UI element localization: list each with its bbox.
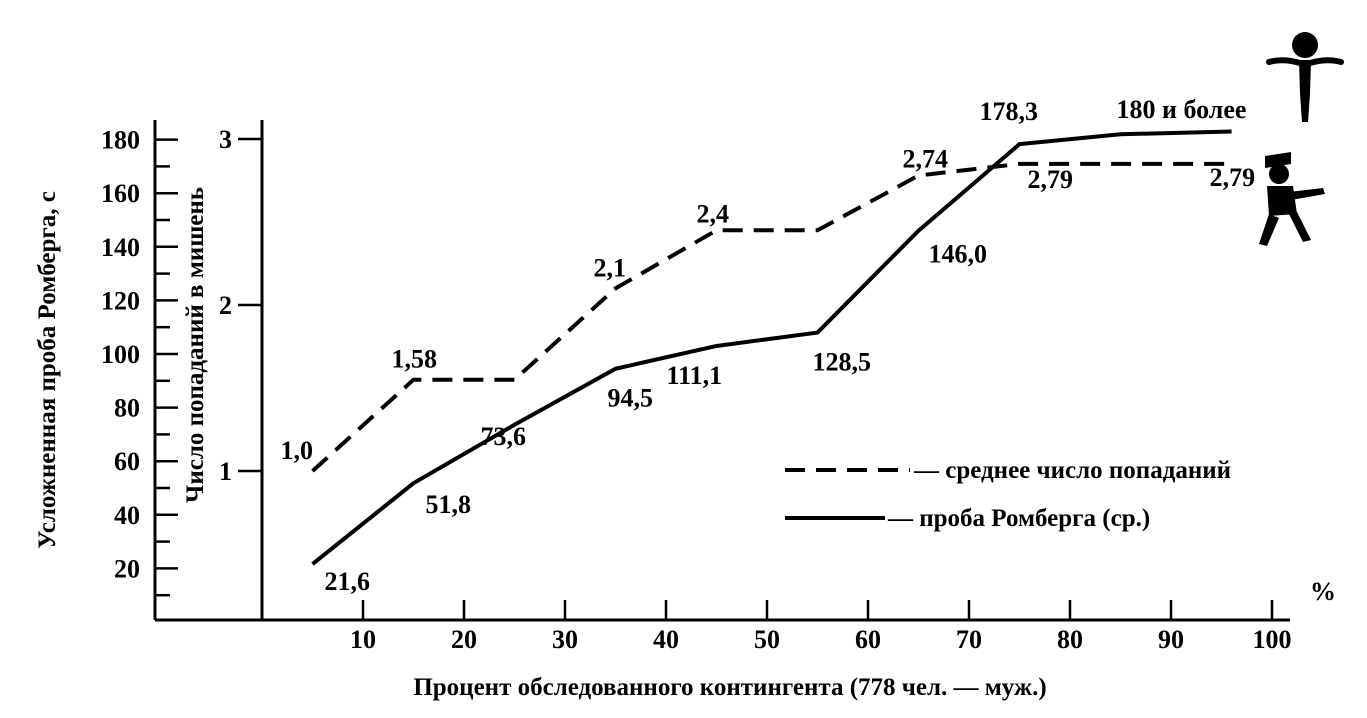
y-left-tick-label: 80 [114,394,140,423]
x-tick-label: 100 [1253,625,1292,654]
standing-person-icon [1266,32,1344,122]
data-label: 1,58 [392,345,438,374]
x-tick-label: 60 [855,625,881,654]
legend-label-romberg: — проба Ромберга (ср.) [887,505,1150,532]
data-label: 178,3 [980,97,1039,126]
series-layer [311,129,1232,566]
y-left-tick-label: 20 [114,554,140,583]
y-left-tick-label: 40 [114,501,140,530]
x-axis-title: Процент обследованного контингента (778 … [413,674,1046,701]
x-axis-unit: % [1310,577,1336,606]
y-right-tick-label: 1 [219,457,232,486]
x-tick-label: 70 [956,625,982,654]
y-left-axis-title: Усложненная проба Ромберга, с [34,191,61,549]
data-label: 21,6 [325,567,371,596]
x-axis-ticks: 10 20 30 40 50 60 70 80 90 100 [350,600,1292,654]
data-label: 51,8 [426,490,472,519]
y-right-axis-title: Число попаданий в мишень [182,187,209,503]
x-tick-label: 40 [653,625,679,654]
y-left-tick-label: 60 [114,447,140,476]
y-right-tick-label: 3 [219,125,232,154]
x-tick-label: 80 [1057,625,1083,654]
y-left-tick-label: 160 [101,179,140,208]
data-label: 2,79 [1210,163,1256,192]
data-label: 94,5 [608,384,654,413]
data-label: 1,0 [281,436,314,465]
x-tick-label: 10 [350,625,376,654]
y-left-tick-label: 140 [101,233,140,262]
series-line-hits [311,161,1232,473]
data-label: 2,74 [903,145,949,174]
x-tick-label: 50 [754,625,780,654]
data-label: 2,1 [594,253,627,282]
data-label: 146,0 [929,240,988,269]
axes [153,120,1290,622]
right-axis-ticks: 1 2 3 [219,125,262,486]
data-label: 128,5 [813,348,872,377]
legend: — среднее число попаданий — проба Ромбер… [785,457,1231,532]
left-axis-ticks: 20 40 60 80 100 120 140 160 180 [101,126,178,597]
data-labels: 1,0 1,58 2,1 2,4 2,74 2,79 2,79 21,6 51,8 73,6 94,… [281,95,1256,596]
shooting-person-icon [1259,152,1325,246]
series-line-romberg [311,129,1232,566]
y-left-tick-label: 120 [101,286,140,315]
x-tick-label: 20 [451,625,477,654]
data-label: 2,79 [1028,165,1074,194]
data-label: 180 и более [1117,95,1247,124]
y-right-tick-label: 2 [219,291,232,320]
data-label: 111,1 [667,361,723,390]
y-left-tick-label: 100 [101,340,140,369]
y-left-tick-label: 180 [101,126,140,155]
legend-label-hits: — среднее число попаданий [913,457,1231,484]
data-label: 2,4 [697,199,730,228]
x-tick-label: 90 [1158,625,1184,654]
x-tick-label: 30 [552,625,578,654]
data-label: 73,6 [481,422,527,451]
